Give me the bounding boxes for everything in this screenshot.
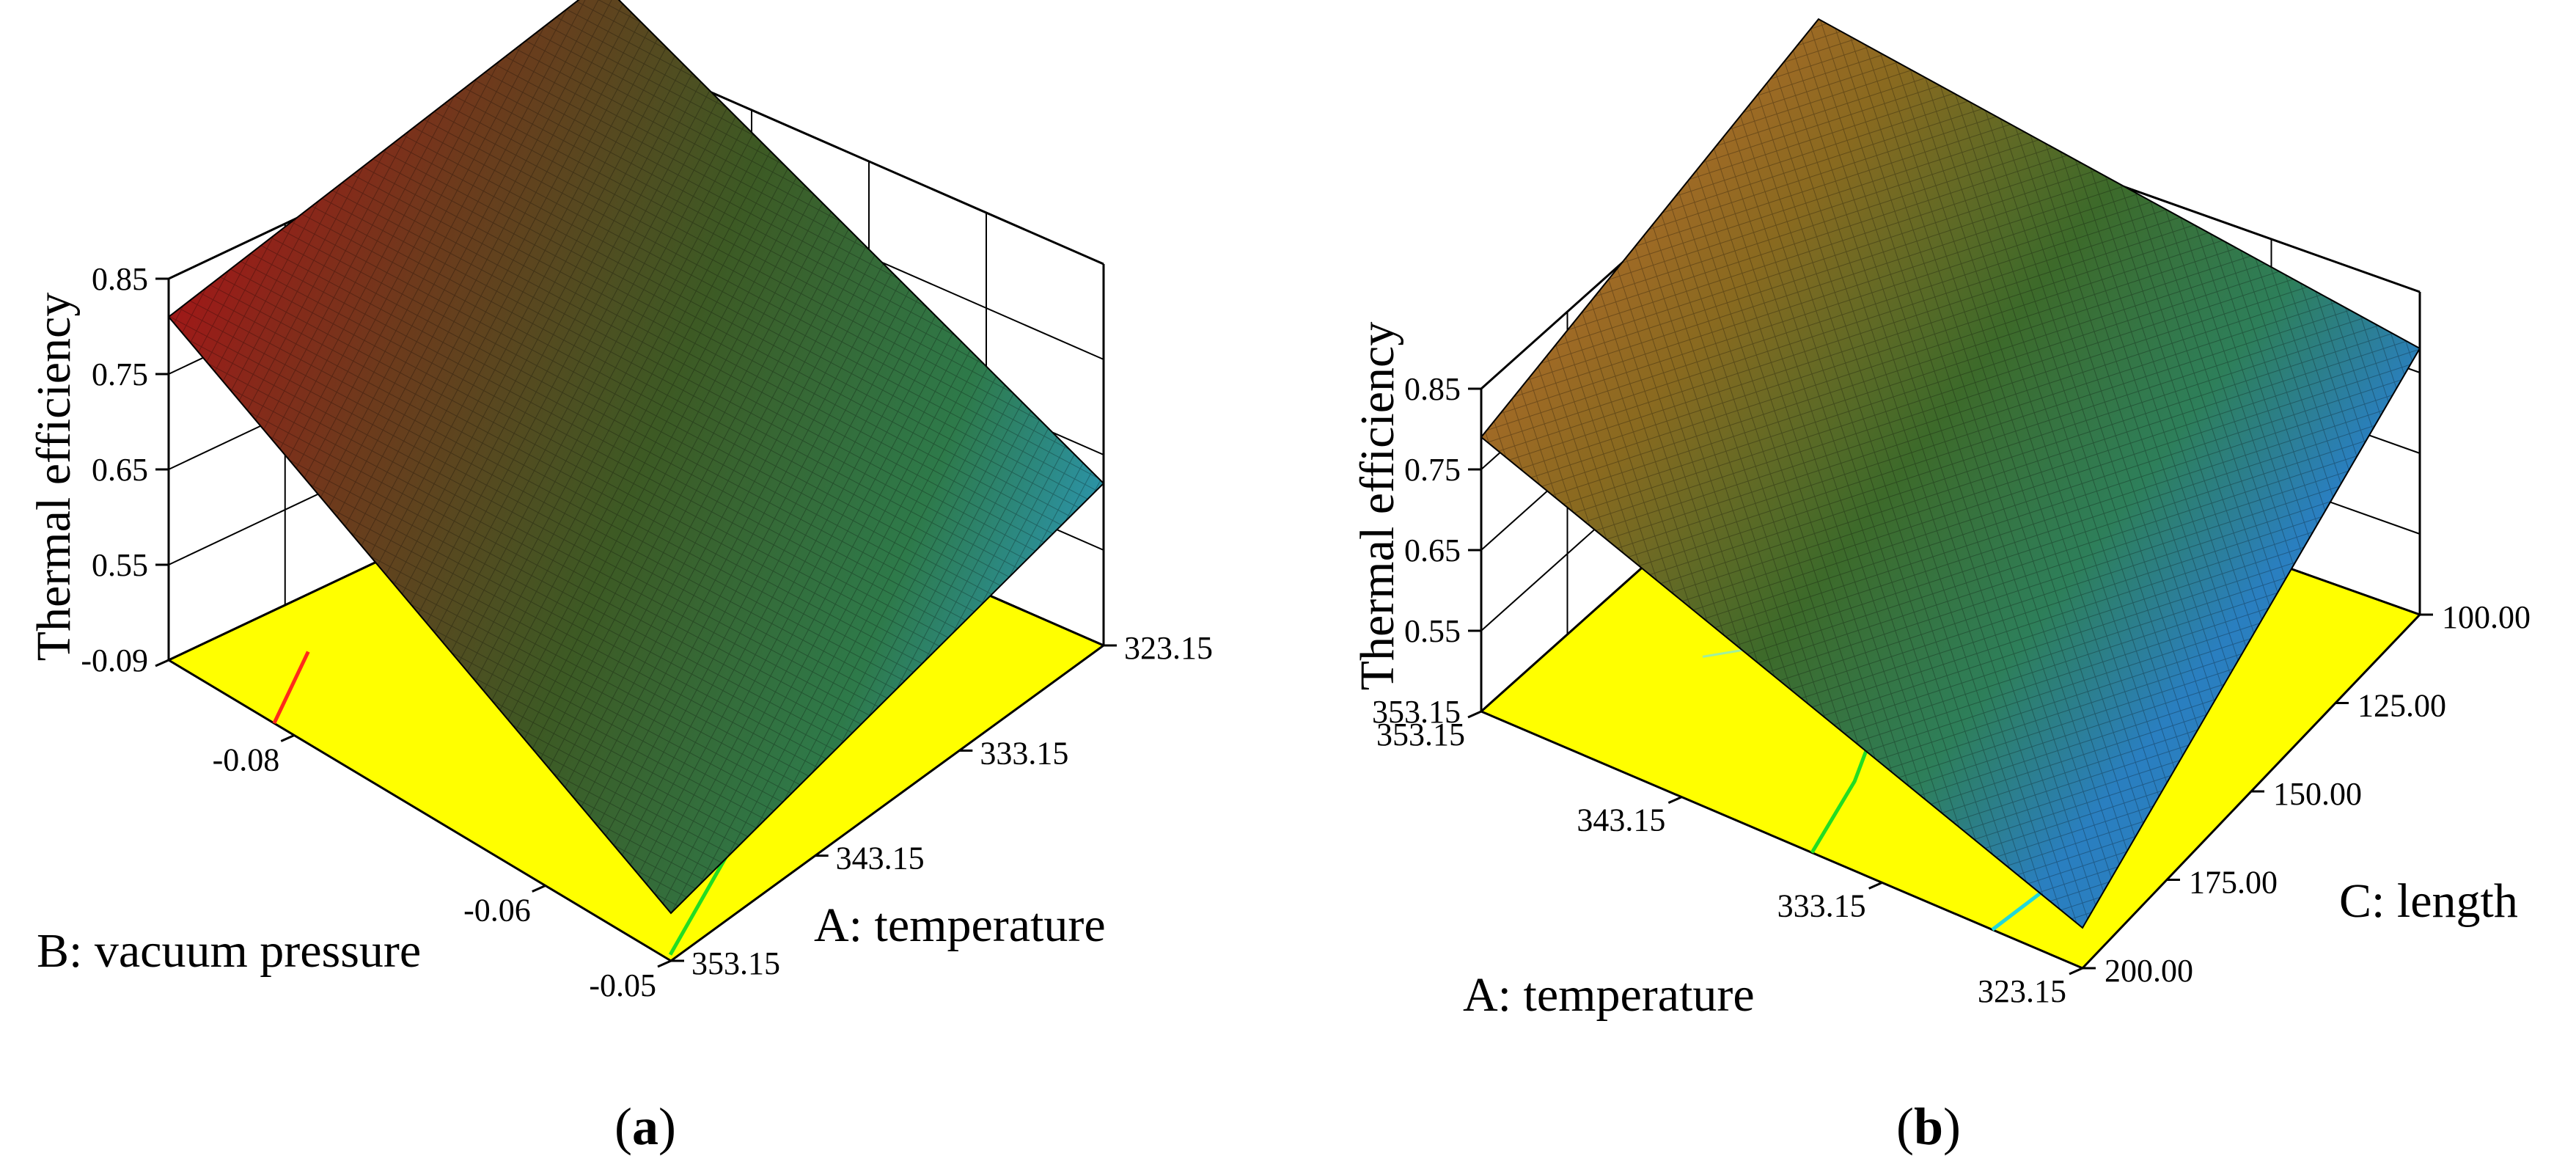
b-ytick-label-1: 175.00 bbox=[2189, 865, 2278, 901]
a-ytick-label-0: 353.15 bbox=[691, 945, 780, 981]
a-xtick-label-2: -0.06 bbox=[463, 893, 531, 929]
b-xtick-2 bbox=[1868, 881, 1883, 890]
b-ztick-label-3: 0.85 bbox=[1404, 371, 1461, 407]
a-tick-labels: 0.55 0.65 0.75 0.85 -0.09 -0.08 -0.06 -0.05 353.… bbox=[81, 261, 1213, 1003]
b-ticks bbox=[1467, 387, 2433, 975]
b-response-surface bbox=[1480, 18, 2421, 929]
b-ztick-label-0: 0.55 bbox=[1404, 613, 1461, 649]
a-xtick-3 bbox=[657, 959, 672, 968]
panel-a: 0.55 0.65 0.75 0.85 -0.09 -0.08 -0.06 -0.05 353.… bbox=[27, 0, 1213, 1156]
a-response-surface bbox=[167, 0, 1105, 915]
b-xtick-3 bbox=[2069, 967, 2083, 975]
a-ytick-label-2: 333.15 bbox=[980, 735, 1068, 771]
a-surface-mesh bbox=[167, 0, 1105, 915]
a-ztick-label-3: 0.85 bbox=[92, 261, 148, 297]
b-ytick-label-2: 150.00 bbox=[2273, 776, 2362, 812]
a-panel-label: (a) bbox=[614, 1097, 676, 1156]
a-z-axis-label: Thermal efficiency bbox=[27, 293, 81, 662]
a-xtick-label-3: -0.05 bbox=[589, 967, 656, 1003]
b-ztick-label-2: 0.75 bbox=[1404, 452, 1461, 488]
b-ytick-label-3: 125.00 bbox=[2357, 688, 2446, 724]
b-panel-label: (b) bbox=[1896, 1097, 1961, 1156]
b-y-axis-label: C: length bbox=[2339, 874, 2518, 928]
a-contour-0 bbox=[272, 651, 310, 725]
a-xtick-2 bbox=[532, 885, 546, 893]
a-ztick-label-1: 0.65 bbox=[92, 452, 148, 488]
b-ztick-label-1: 0.65 bbox=[1404, 532, 1461, 568]
a-zbottom-label: -0.09 bbox=[81, 643, 148, 678]
a-ytick-label-1: 343.15 bbox=[836, 841, 925, 876]
b-xtick-label-3: 323.15 bbox=[1978, 973, 2066, 1009]
b-xtick-label-1: 343.15 bbox=[1577, 802, 1665, 838]
a-xtick-0 bbox=[155, 659, 169, 667]
b-panel-letter: b bbox=[1914, 1097, 1943, 1156]
b-xtick-1 bbox=[1667, 796, 1682, 805]
a-panel-letter: a bbox=[632, 1097, 658, 1156]
a-xtick-1 bbox=[280, 734, 295, 742]
b-ytick-label-4: 100.00 bbox=[2442, 599, 2531, 635]
b-zbottom-label: 353.15 bbox=[1372, 694, 1461, 730]
b-xtick-0 bbox=[1467, 710, 1482, 719]
a-ztick-label-0: 0.55 bbox=[92, 547, 148, 583]
b-ytick-label-0: 200.00 bbox=[2105, 953, 2193, 989]
a-ytick-label-3: 323.15 bbox=[1124, 630, 1213, 666]
b-xtick-label-0: 353.15 bbox=[1376, 717, 1465, 753]
b-xtick-label-2: 333.15 bbox=[1777, 887, 1866, 923]
a-x-axis-label: B: vacuum pressure bbox=[37, 924, 421, 978]
a-ztick-label-2: 0.75 bbox=[92, 356, 148, 392]
a-ticks bbox=[155, 277, 1117, 968]
a-y-axis-label: A: temperature bbox=[814, 898, 1106, 952]
a-xtick-label-1: -0.08 bbox=[213, 742, 280, 778]
b-x-axis-label: A: temperature bbox=[1463, 968, 1755, 1022]
b-surface-mesh bbox=[1480, 18, 2421, 929]
b-z-axis-label: Thermal efficiency bbox=[1351, 322, 1404, 691]
